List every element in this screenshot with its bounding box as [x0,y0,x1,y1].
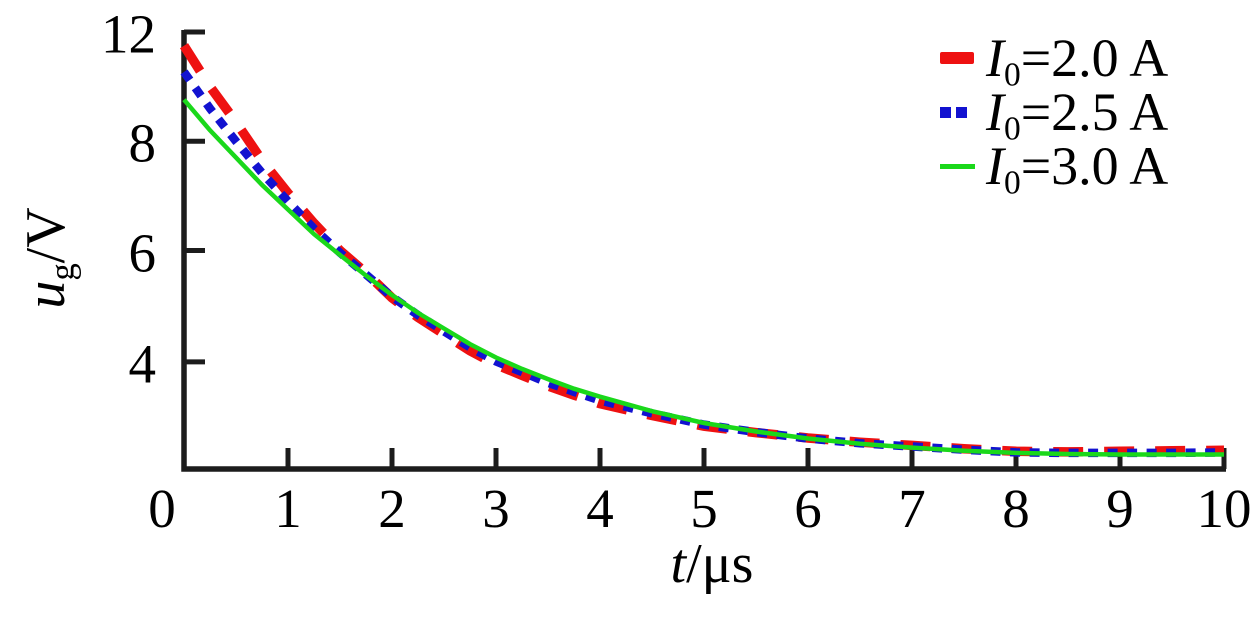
y-axis-subscript: g [42,263,82,281]
x-tick-label-0: 0 [148,478,176,539]
legend-item-3.0A: I0=3.0 A [940,136,1169,202]
legend: I0=2.0 A I0=2.5 A I0=3.0 A [940,28,1169,202]
legend-label: I0=2.0 A [986,28,1169,94]
legend-item-2.0A: I0=2.0 A [940,28,1169,94]
x-tick-label-3: 3 [482,478,510,539]
y-tick-label-6: 6 [128,222,157,283]
x-tick-label-9: 9 [1106,478,1134,539]
x-axis-unit: /μs [686,533,754,595]
y-axis-variable: u [15,280,77,309]
x-tick-label-6: 6 [794,478,822,539]
x-tick-label-4: 4 [586,478,614,539]
legend-label: I0=3.0 A [986,136,1169,202]
legend-swatch-dotted-blue [940,106,986,118]
y-tick-label-8: 8 [128,112,157,174]
x-tick-label-8: 8 [1002,478,1030,539]
legend-swatch-solid-green [940,163,986,169]
x-axis-title: t/μs [671,536,754,592]
y-axis-title: ug/V [15,207,82,309]
y-axis-unit: /V [15,207,77,264]
legend-swatch-dashed-red [940,52,986,64]
legend-label: I0=2.5 A [986,82,1169,148]
x-tick-label-10: 10 [1196,478,1252,539]
x-tick-label-2: 2 [378,478,406,539]
y-tick-label-4: 4 [128,333,157,395]
x-tick-label-1: 1 [274,478,302,539]
x-axis-variable: t [670,533,687,595]
legend-item-2.5A: I0=2.5 A [940,82,1169,148]
x-tick-label-7: 7 [898,478,926,539]
y-tick-label-12: 12 [101,3,156,65]
x-tick-label-5: 5 [690,478,718,539]
